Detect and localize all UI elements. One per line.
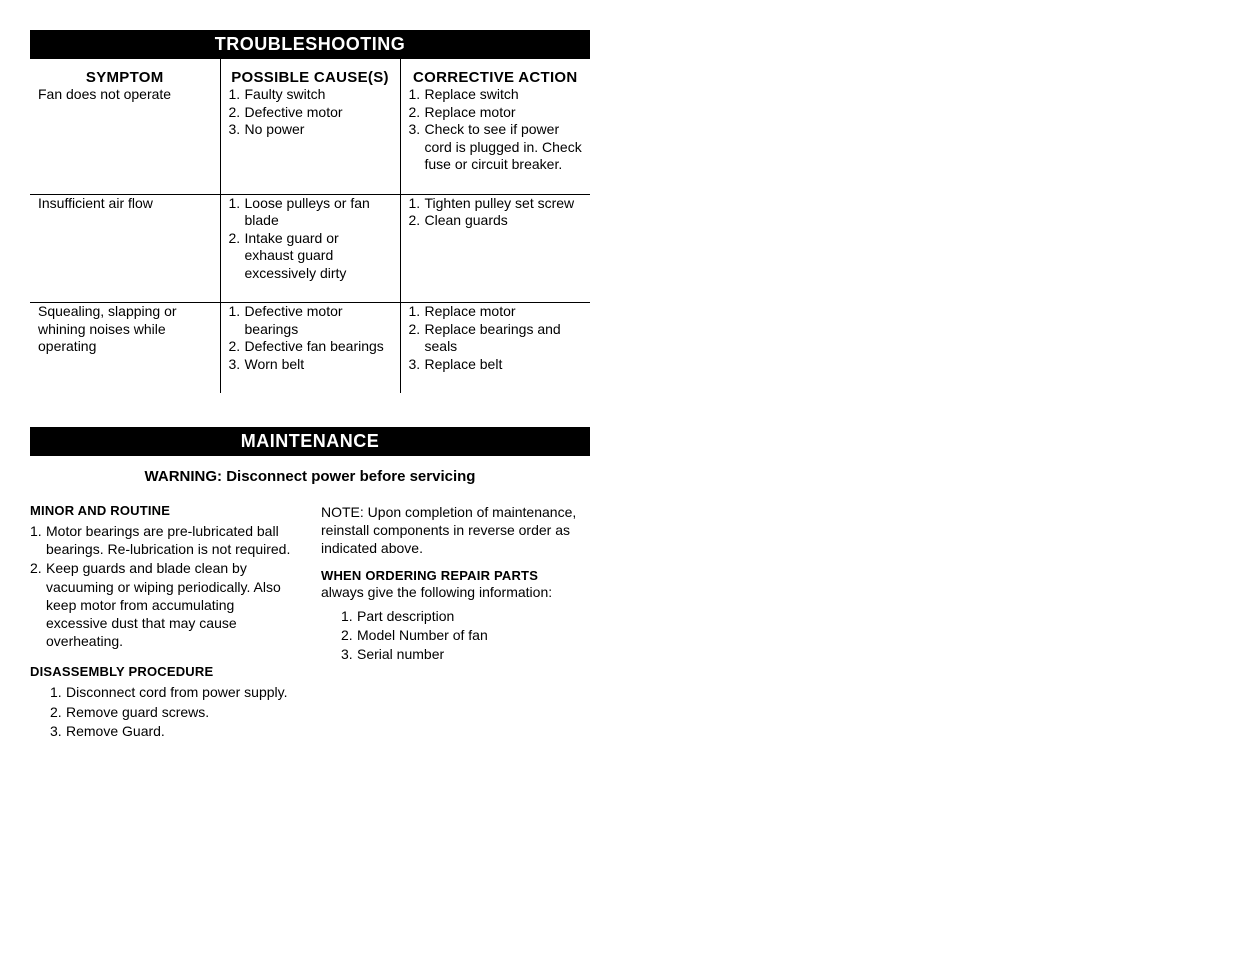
action-item: Clean guards [425, 212, 583, 230]
table-row: Fan does not operate 1.Faulty switch 2.D… [30, 86, 590, 194]
disassembly-item: Remove guard screws. [66, 703, 209, 721]
cause-item: Loose pulleys or fan blade [245, 195, 392, 230]
action-item: Replace switch [425, 86, 583, 104]
cause-item: Defective motor bearings [245, 303, 392, 338]
cause-item: Intake guard or exhaust guard excessivel… [245, 230, 392, 283]
troubleshooting-header: TROUBLESHOOTING [30, 30, 590, 59]
col-symptom-header: SYMPTOM [30, 59, 220, 86]
minor-routine-heading: MINOR AND ROUTINE [30, 503, 299, 518]
cause-cell: 1.Defective motor bearings 2.Defective f… [220, 303, 400, 394]
table-row: Squealing, slapping or whining noises wh… [30, 303, 590, 394]
disassembly-heading: DISASSEMBLY PROCEDURE [30, 664, 299, 679]
warning-text: WARNING: Disconnect power before servici… [30, 456, 590, 503]
disassembly-item: Remove Guard. [66, 722, 165, 740]
cause-cell: 1.Faulty switch 2.Defective motor 3.No p… [220, 86, 400, 194]
action-item: Replace motor [425, 303, 583, 321]
action-cell: 1.Tighten pulley set screw 2.Clean guard… [400, 194, 590, 303]
action-item: Check to see if power cord is plugged in… [425, 121, 583, 174]
action-item: Replace motor [425, 104, 583, 122]
col-action-header: CORRECTIVE ACTION [400, 59, 590, 86]
symptom-cell: Squealing, slapping or whining noises wh… [30, 303, 220, 394]
table-header-row: SYMPTOM POSSIBLE CAUSE(S) CORRECTIVE ACT… [30, 59, 590, 86]
action-cell: 1.Replace motor 2.Replace bearings and s… [400, 303, 590, 394]
cause-item: Faulty switch [245, 86, 392, 104]
cause-cell: 1.Loose pulleys or fan blade 2.Intake gu… [220, 194, 400, 303]
right-column: NOTE: Upon completion of maintenance, re… [321, 503, 590, 754]
col-cause-header: POSSIBLE CAUSE(S) [220, 59, 400, 86]
minor-item: Keep guards and blade clean by vacuuming… [46, 559, 299, 650]
action-item: Tighten pulley set screw [425, 195, 583, 213]
parts-item: Part description [357, 607, 454, 625]
cause-item: Defective motor [245, 104, 392, 122]
cause-item: Worn belt [245, 356, 392, 374]
cause-item: Defective fan bearings [245, 338, 392, 356]
cause-item: No power [245, 121, 392, 139]
disassembly-item: Disconnect cord from power supply. [66, 683, 288, 701]
left-column: MINOR AND ROUTINE 1.Motor bearings are p… [30, 503, 299, 754]
symptom-cell: Fan does not operate [30, 86, 220, 194]
troubleshooting-table: SYMPTOM POSSIBLE CAUSE(S) CORRECTIVE ACT… [30, 59, 590, 393]
table-row: Insufficient air flow 1.Loose pulleys or… [30, 194, 590, 303]
action-item: Replace belt [425, 356, 583, 374]
action-cell: 1.Replace switch 2.Replace motor 3.Check… [400, 86, 590, 194]
parts-heading: WHEN ORDERING REPAIR PARTS [321, 568, 590, 583]
page-content: TROUBLESHOOTING SYMPTOM POSSIBLE CAUSE(S… [30, 30, 590, 754]
parts-item: Model Number of fan [357, 626, 488, 644]
maintenance-note: NOTE: Upon completion of maintenance, re… [321, 503, 590, 558]
action-item: Replace bearings and seals [425, 321, 583, 356]
parts-item: Serial number [357, 645, 444, 663]
minor-item: Motor bearings are pre-lubricated ball b… [46, 522, 299, 558]
maintenance-header: MAINTENANCE [30, 427, 590, 456]
parts-intro: always give the following information: [321, 583, 590, 601]
symptom-cell: Insufficient air flow [30, 194, 220, 303]
maintenance-columns: MINOR AND ROUTINE 1.Motor bearings are p… [30, 503, 590, 754]
